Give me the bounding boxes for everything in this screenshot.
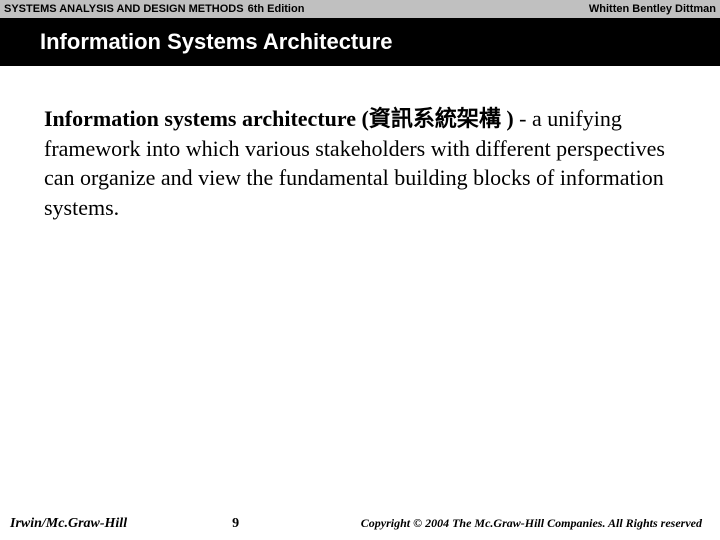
footer-copyright: Copyright © 2004 The Mc.Graw-Hill Compan… [361,516,702,531]
slide-title-bar: Information Systems Architecture [0,18,720,66]
footer-bar: Irwin/Mc.Graw-Hill 9 Copyright © 2004 Th… [0,516,720,532]
book-authors: Whitten Bentley Dittman [589,3,716,15]
footer-publisher: Irwin/Mc.Graw-Hill [10,516,127,532]
header-bar: SYSTEMS ANALYSIS AND DESIGN METHODS 6th … [0,0,720,18]
footer-page-number: 9 [232,516,239,532]
book-edition: 6th Edition [248,3,305,15]
book-title: SYSTEMS ANALYSIS AND DESIGN METHODS [4,3,244,15]
header-left: SYSTEMS ANALYSIS AND DESIGN METHODS 6th … [4,3,304,15]
slide-title: Information Systems Architecture [40,29,393,55]
definition-term: Information systems architecture (資訊系統架構… [44,106,514,131]
slide-content: Information systems architecture (資訊系統架構… [0,66,720,223]
